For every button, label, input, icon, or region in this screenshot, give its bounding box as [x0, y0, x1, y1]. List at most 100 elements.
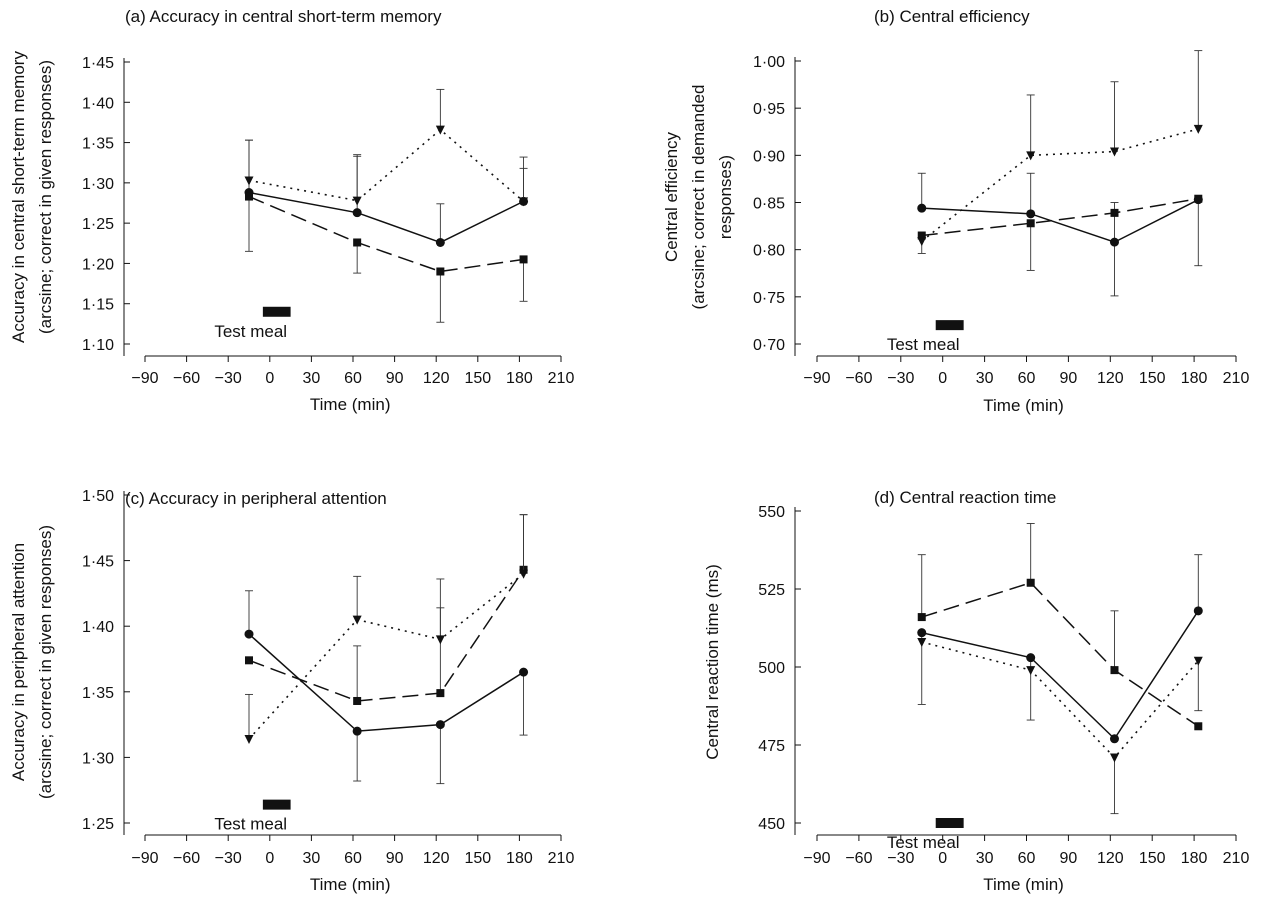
- test-meal-label: Test meal: [214, 322, 287, 341]
- series-circle: [244, 590, 529, 785]
- x-tick-label: 30: [976, 850, 994, 867]
- test-meal-label: Test meal: [214, 815, 287, 834]
- x-tick-label: 0: [265, 850, 274, 867]
- x-tick-label: 0: [938, 850, 947, 867]
- data-point: [353, 238, 362, 247]
- y-tick-label: 1·15: [82, 297, 114, 314]
- x-tick-label: 210: [1223, 370, 1250, 387]
- data-point: [352, 196, 362, 206]
- x-tick-label: 120: [1097, 370, 1124, 387]
- y-tick-label: 450: [758, 816, 785, 833]
- y-tick-label: 500: [758, 660, 785, 677]
- x-tick-label: 90: [386, 850, 404, 867]
- test-meal-bar: [262, 799, 291, 810]
- x-tick-label: −90: [803, 370, 830, 387]
- data-point: [917, 613, 926, 622]
- series-triangle-down: [244, 514, 529, 745]
- data-point: [1110, 666, 1119, 675]
- series-triangle-down: [917, 50, 1203, 254]
- data-point: [436, 689, 445, 698]
- series-square: [917, 523, 1203, 731]
- x-tick-label: −30: [215, 850, 242, 867]
- data-point: [352, 208, 362, 218]
- y-tick-label: 0·70: [753, 337, 785, 354]
- data-point: [436, 267, 445, 276]
- data-point: [1109, 147, 1119, 157]
- y-axis-label: (arcsine; correct in demanded: [689, 85, 708, 310]
- y-axis-label: (arcsine; correct in given responses): [36, 60, 55, 334]
- x-axis-label: Time (min): [310, 875, 391, 894]
- x-tick-label: 210: [548, 370, 575, 387]
- data-point: [244, 629, 254, 639]
- data-point: [1109, 237, 1119, 247]
- x-tick-label: −60: [845, 850, 872, 867]
- data-point: [352, 726, 362, 736]
- data-point: [1110, 208, 1119, 217]
- data-point: [1026, 578, 1035, 587]
- data-point: [352, 615, 362, 625]
- x-tick-label: −30: [887, 850, 914, 867]
- x-tick-label: 60: [344, 370, 362, 387]
- series-circle: [244, 139, 529, 247]
- data-point: [519, 197, 529, 207]
- data-point: [917, 231, 926, 240]
- x-tick-label: 90: [386, 370, 404, 387]
- y-tick-label: 1·40: [82, 95, 114, 112]
- y-tick-label: 1·10: [82, 337, 114, 354]
- x-tick-label: −60: [845, 370, 872, 387]
- data-point: [1109, 753, 1119, 763]
- x-tick-label: 150: [1139, 850, 1166, 867]
- x-tick-label: 0: [938, 370, 947, 387]
- data-point: [1026, 666, 1036, 676]
- panel-d: (d) Central reaction time −90 −60 −30 0 30 60 9…: [703, 488, 1249, 894]
- panel-title: (a) Accuracy in central short-term memor…: [125, 7, 442, 26]
- y-tick-label: 1·00: [753, 54, 785, 71]
- panel-title: (d) Central reaction time: [874, 488, 1056, 507]
- y-tick-label: 475: [758, 738, 785, 755]
- series-circle: [917, 172, 1203, 297]
- series-circle: [917, 554, 1203, 744]
- y-axis-label: Accuracy in central short-term memory: [9, 51, 28, 343]
- x-tick-label: 90: [1060, 370, 1078, 387]
- x-tick-label: 120: [1097, 850, 1124, 867]
- series-line: [248, 195, 524, 273]
- x-tick-label: 210: [1223, 850, 1250, 867]
- x-tick-label: −90: [131, 850, 158, 867]
- data-point: [1193, 656, 1203, 666]
- data-point: [1193, 606, 1203, 616]
- test-meal-bar: [935, 320, 964, 331]
- x-tick-label: −60: [173, 370, 200, 387]
- series-line: [921, 610, 1199, 740]
- y-tick-label: 0·80: [753, 243, 785, 260]
- x-tick-label: 150: [1139, 370, 1166, 387]
- x-tick-label: 180: [506, 370, 533, 387]
- x-tick-label: 60: [344, 850, 362, 867]
- x-tick-label: −90: [131, 370, 158, 387]
- y-axis-label: Central efficiency: [662, 131, 681, 262]
- x-axis-label: Time (min): [310, 395, 391, 414]
- data-point: [1026, 209, 1036, 219]
- data-point: [1193, 124, 1203, 134]
- series-line: [921, 197, 1199, 237]
- series-line: [921, 199, 1199, 243]
- data-point: [1109, 734, 1119, 744]
- data-point: [519, 255, 528, 264]
- y-tick-label: 0·75: [753, 290, 785, 307]
- x-tick-label: −90: [803, 850, 830, 867]
- data-point: [435, 720, 445, 730]
- x-tick-label: 90: [1060, 850, 1078, 867]
- y-tick-label: 1·30: [82, 750, 114, 767]
- x-tick-label: 60: [1018, 370, 1036, 387]
- y-tick-label: 550: [758, 504, 785, 521]
- data-point: [435, 635, 445, 645]
- y-tick-label: 0·95: [753, 101, 785, 118]
- y-tick-label: 1·50: [82, 488, 114, 505]
- series-triangle-down: [917, 638, 1203, 815]
- data-point: [353, 696, 362, 705]
- y-axis-label: (arcsine; correct in given responses): [36, 525, 55, 799]
- x-tick-label: 60: [1018, 850, 1036, 867]
- x-tick-label: 30: [303, 850, 321, 867]
- data-point: [245, 656, 253, 665]
- test-meal-bar: [935, 818, 964, 828]
